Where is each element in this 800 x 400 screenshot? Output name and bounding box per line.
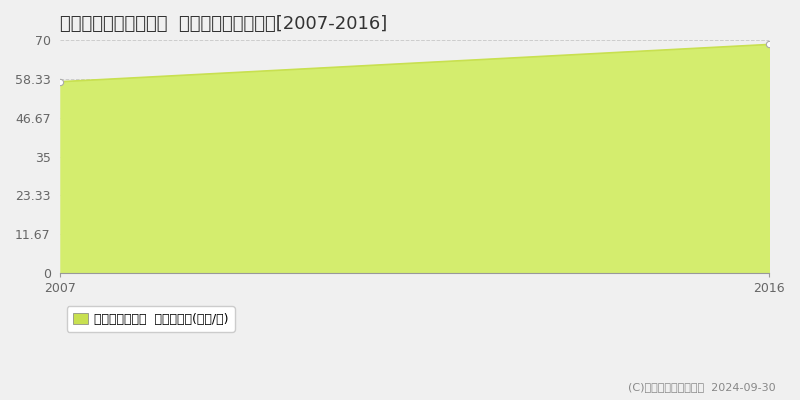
Text: (C)土地価格ドットコム  2024-09-30: (C)土地価格ドットコム 2024-09-30 — [628, 382, 776, 392]
Text: 名古屋市中川区馬手町  マンション価格推移[2007-2016]: 名古屋市中川区馬手町 マンション価格推移[2007-2016] — [61, 15, 388, 33]
Legend: マンション価格  平均坪単価(万円/坪): マンション価格 平均坪単価(万円/坪) — [66, 306, 235, 332]
